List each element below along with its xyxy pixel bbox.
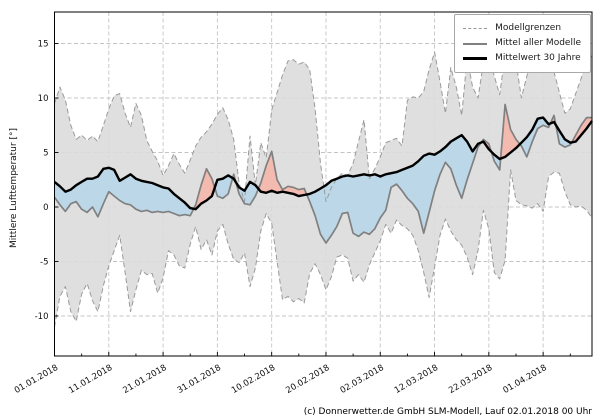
legend-entry-mittel-aller-modelle: Mittel aller Modelle [463,36,581,51]
colder-than-normal-area [519,117,551,157]
x-tick-label: 22.03.2018 [447,363,494,396]
x-tick-label: 11.01.2018 [67,363,114,396]
x-tick-label: 21.01.2018 [121,363,168,396]
x-tick-label: 10.02.2018 [230,363,277,396]
black-line-icon [463,57,488,60]
colder-than-normal-area [306,135,482,243]
y-tick-label: 10 [38,94,49,104]
x-tick-label: 02.03.2018 [339,363,386,396]
y-tick-label: 0 [43,203,48,213]
warmer-than-normal-area [193,168,215,210]
x-tick-label: 01.01.2018 [13,363,60,396]
x-tick-label: 20.02.2018 [284,363,331,396]
legend-label: Modellgrenzen [495,23,562,33]
warmer-than-normal-area [571,117,592,143]
legend-label: Mittel aller Modelle [495,38,581,48]
model-mean-line [53,103,592,244]
y-tick-label: 15 [38,40,49,50]
model-envelope-max-line [54,51,593,203]
y-tick-label: -5 [40,258,48,268]
y-tick-label: -10 [35,312,49,322]
copyright-footer: (c) Donnerwetter.de GmbH SLM-Modell, Lau… [303,407,592,417]
legend-label: Mittelwert 30 Jahre [495,53,581,63]
x-tick-label: 31.01.2018 [176,363,223,396]
x-tick-label: 01.04.2018 [501,363,548,396]
plot-frame [54,11,593,357]
legend-entry-mittelwert-30-jahre: Mittelwert 30 Jahre [463,51,581,66]
legend-entry-modellgrenzen: Modellgrenzen [463,21,581,36]
x-tick-label: 12.03.2018 [393,363,440,396]
dashed-line-icon [463,28,488,29]
model-envelope-min-line [54,169,593,327]
chart-legend: Modellgrenzen Mittel aller Modelle Mitte… [454,14,591,73]
y-tick-label: 5 [43,149,48,159]
warmer-than-normal-area [258,151,307,197]
y-axis-title: Mittlere Lufttemperatur [°] [9,128,19,248]
colder-than-normal-area [54,167,194,217]
warmer-than-normal-area [500,104,520,159]
gray-line-icon [463,42,488,45]
climate-30y-mean-line [53,116,593,211]
